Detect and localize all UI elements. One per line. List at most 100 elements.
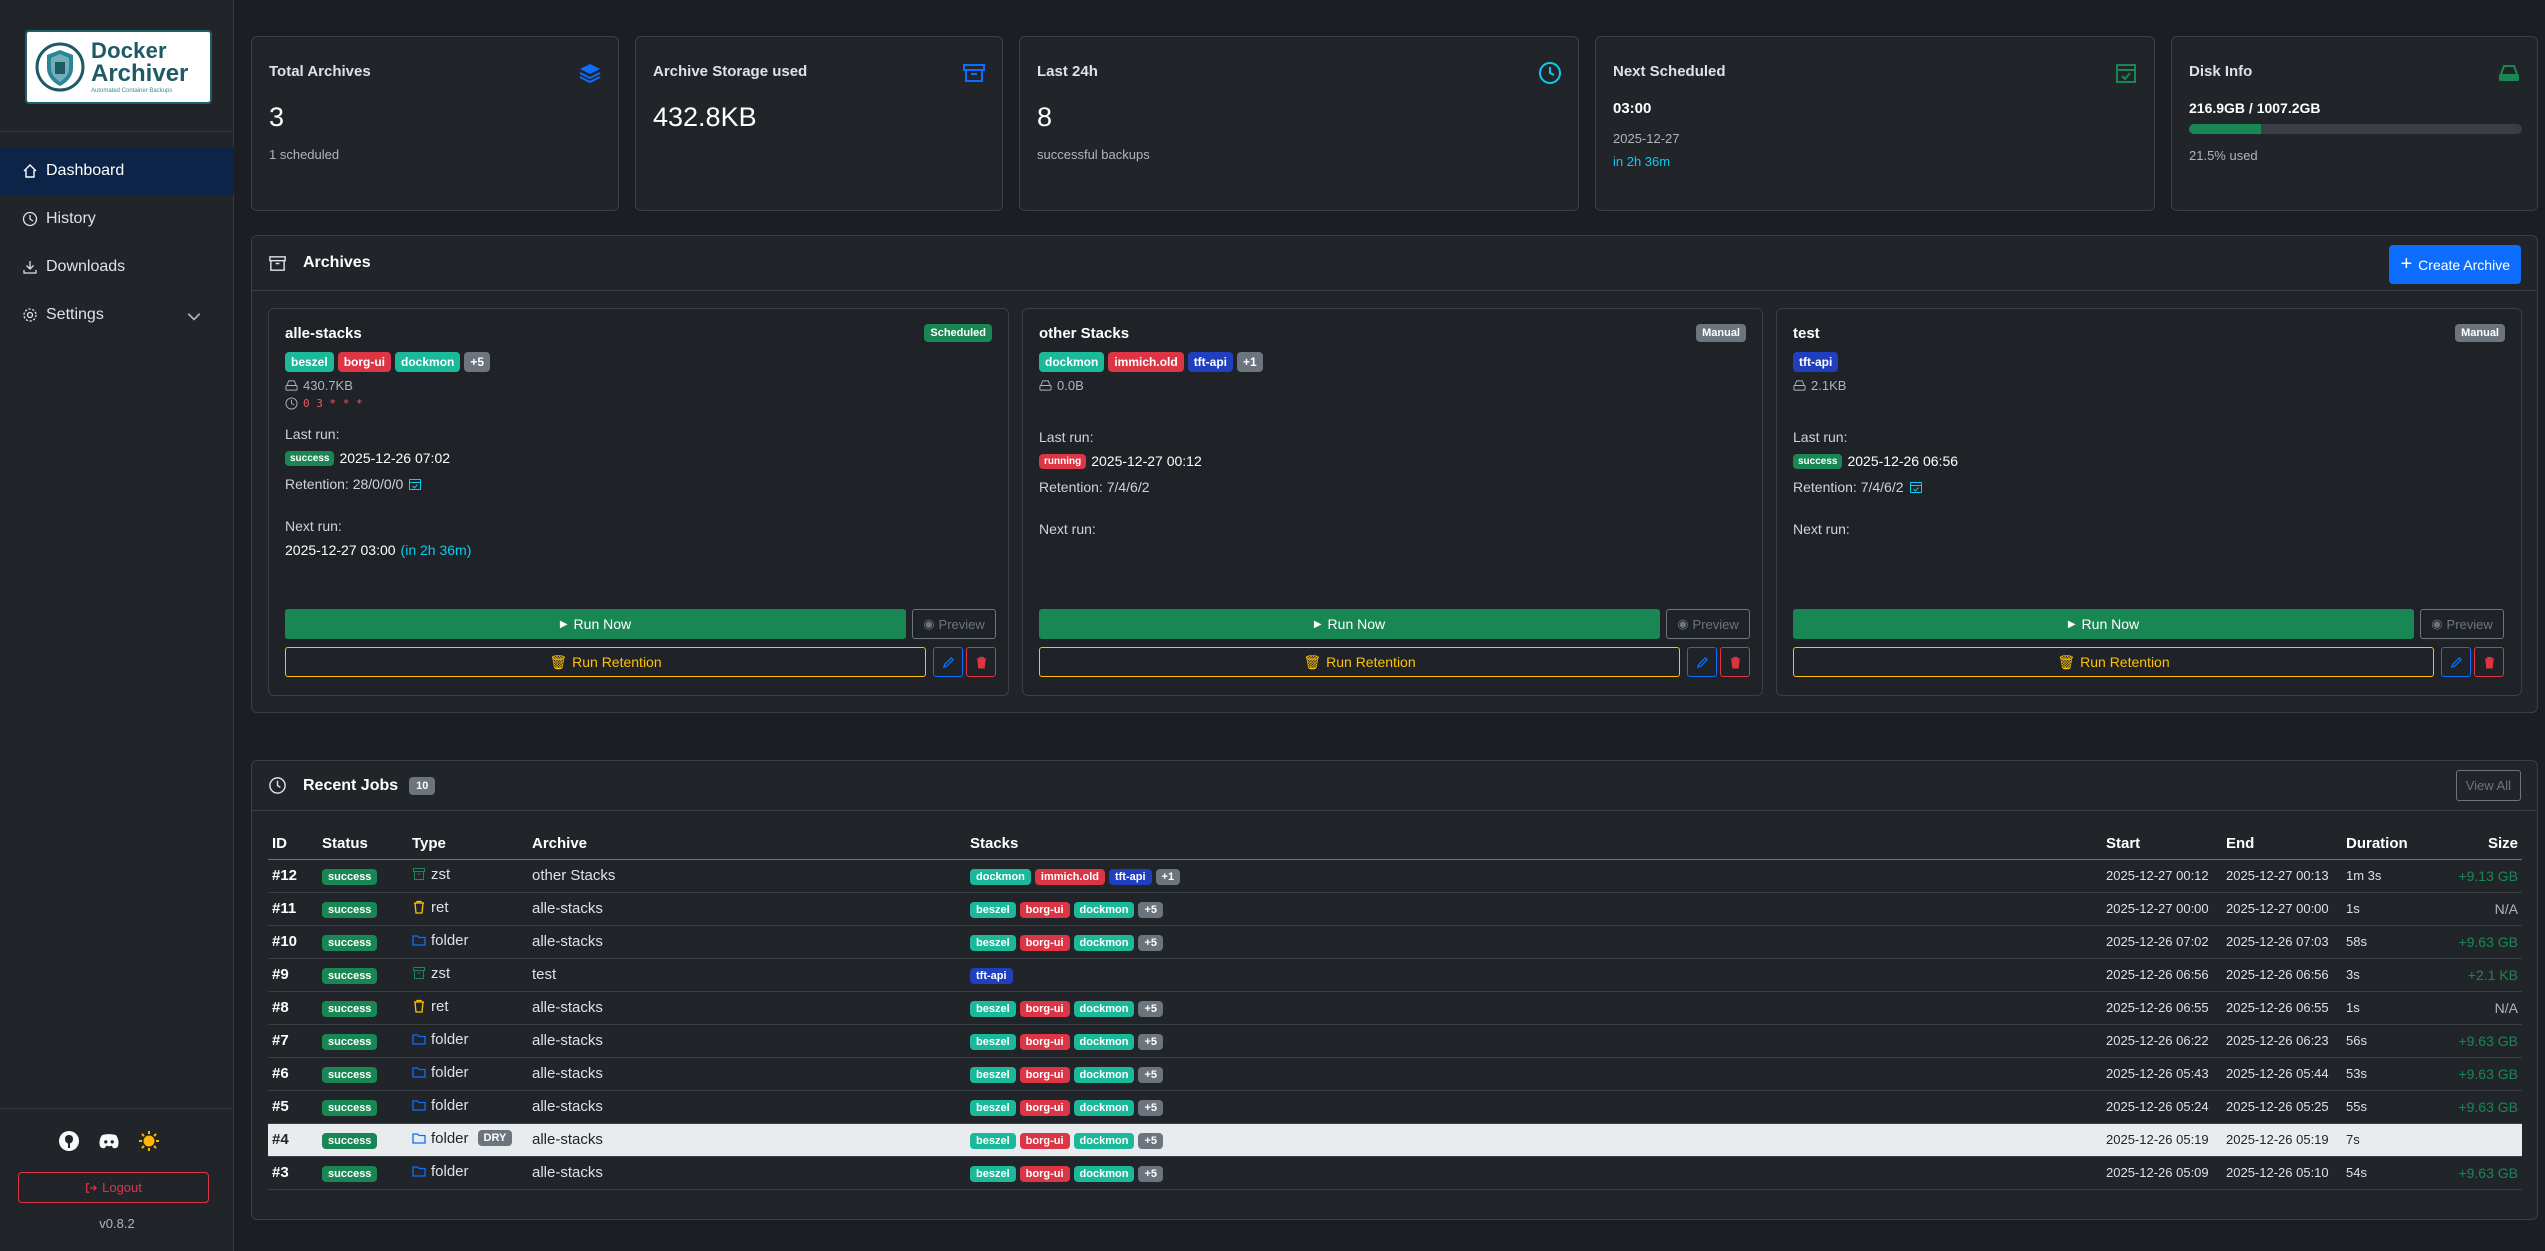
job-end: 2025-12-26 05:44 xyxy=(2222,1057,2342,1091)
job-id[interactable]: #8 xyxy=(268,991,318,1025)
retention-value: Retention: 7/4/6/2 xyxy=(1793,479,1904,495)
stack-tag: +5 xyxy=(1138,1000,1163,1017)
stack-tag: +1 xyxy=(1155,868,1181,885)
nav-label: Settings xyxy=(46,306,104,323)
stack-tag: borg-ui xyxy=(1019,1099,1070,1116)
delete-button[interactable] xyxy=(2474,647,2504,677)
job-type-cell: folder xyxy=(408,1090,528,1124)
stack-tag-more[interactable]: +5 xyxy=(464,352,491,372)
stat-note: successful backups xyxy=(1037,147,1150,162)
job-status-cell: success xyxy=(318,1090,408,1124)
preview-label: Preview xyxy=(1692,616,1739,632)
table-row[interactable]: #9 success zst test tft-api 2025-12-26 06:56 2… xyxy=(268,958,2522,992)
trash-icon xyxy=(976,656,986,669)
job-type-cell: folder xyxy=(408,1057,528,1091)
table-row[interactable]: #7 success folder alle-stacks beszel borg-ui d… xyxy=(268,1024,2522,1058)
create-archive-button[interactable]: + Create Archive xyxy=(2389,245,2521,284)
job-duration: 1s xyxy=(2342,892,2442,926)
table-row[interactable]: #10 success folder alle-stacks beszel borg-ui… xyxy=(268,925,2522,959)
run-retention-button[interactable]: 🗑 Run Retention xyxy=(285,647,926,677)
job-start: 2025-12-27 00:12 xyxy=(2102,859,2222,893)
job-stacks-cell: beszel borg-ui dockmon +5 xyxy=(966,925,2102,959)
stack-tag: tft-api xyxy=(1108,868,1152,885)
table-row[interactable]: #6 success folder alle-stacks beszel borg-ui d… xyxy=(268,1057,2522,1091)
folder-icon xyxy=(412,1034,426,1045)
recent-jobs-title: Recent Jobs xyxy=(303,776,399,794)
run-now-label: Run Now xyxy=(1327,616,1386,632)
job-archive: alle-stacks xyxy=(528,1123,966,1157)
last-run-time: 2025-12-26 06:56 xyxy=(1847,453,1959,469)
home-icon xyxy=(23,164,37,178)
chevron-down-icon[interactable] xyxy=(186,308,202,324)
job-duration: 7s xyxy=(2342,1123,2442,1157)
nav-item-dashboard[interactable]: Dashboard xyxy=(0,147,234,195)
stack-tag: borg-ui xyxy=(1019,901,1070,918)
table-row[interactable]: #8 success ret alle-stacks beszel borg-ui dock… xyxy=(268,991,2522,1025)
run-retention-button[interactable]: 🗑 Run Retention xyxy=(1793,647,2434,677)
table-row[interactable]: #5 success folder alle-stacks beszel borg-ui d… xyxy=(268,1090,2522,1124)
run-now-button[interactable]: ▶ Run Now xyxy=(285,609,906,639)
run-now-button[interactable]: ▶ Run Now xyxy=(1039,609,1660,639)
github-icon[interactable] xyxy=(58,1130,80,1152)
retention-line: Retention: 7/4/6/2 xyxy=(1039,479,1746,495)
run-now-button[interactable]: ▶ Run Now xyxy=(1793,609,2414,639)
job-type: folder xyxy=(431,1129,469,1147)
archive-size-line: 430.7KB xyxy=(285,378,992,393)
job-id[interactable]: #9 xyxy=(268,958,318,992)
edit-button[interactable] xyxy=(2441,647,2471,677)
job-id[interactable]: #6 xyxy=(268,1057,318,1091)
divider xyxy=(0,131,234,132)
stack-tag: dockmon xyxy=(970,868,1031,885)
discord-icon[interactable] xyxy=(98,1130,120,1152)
job-id[interactable]: #5 xyxy=(268,1090,318,1124)
job-end: 2025-12-26 05:25 xyxy=(2222,1090,2342,1124)
divider xyxy=(0,1108,234,1109)
table-row[interactable]: #3 success folder alle-stacks beszel borg-ui d… xyxy=(268,1156,2522,1190)
next-run-relative: (in 2h 36m) xyxy=(400,542,472,558)
edit-button[interactable] xyxy=(1687,647,1717,677)
schedule-badge: Manual xyxy=(1696,324,1746,342)
col-header: ID xyxy=(268,829,318,860)
last-run-label: Last run: xyxy=(1039,429,1094,445)
stack-tag-more[interactable]: +1 xyxy=(1237,352,1263,372)
nav-item-history[interactable]: History xyxy=(0,195,234,243)
job-id[interactable]: #4 xyxy=(268,1123,318,1157)
stat-value: 432.8KB xyxy=(653,102,757,132)
nav-item-downloads[interactable]: Downloads xyxy=(0,243,234,291)
stack-tag: +5 xyxy=(1138,1099,1163,1116)
job-start: 2025-12-26 05:24 xyxy=(2102,1090,2222,1124)
delete-button[interactable] xyxy=(966,647,996,677)
stack-tags: tft-api xyxy=(1793,352,2505,372)
run-retention-button[interactable]: 🗑 Run Retention xyxy=(1039,647,1680,677)
job-start: 2025-12-26 05:09 xyxy=(2102,1156,2222,1190)
nav-item-settings[interactable]: Settings xyxy=(0,291,234,339)
table-row[interactable]: #12 success zst other Stacks dockmon immich.o… xyxy=(268,859,2522,893)
table-row[interactable]: #11 success ret alle-stacks beszel borg-ui doc… xyxy=(268,892,2522,926)
delete-button[interactable] xyxy=(1720,647,1750,677)
preview-button[interactable]: ◉ Preview xyxy=(2420,609,2504,639)
job-id[interactable]: #7 xyxy=(268,1024,318,1058)
eye-icon: ◉ xyxy=(2431,616,2443,631)
job-id[interactable]: #11 xyxy=(268,892,318,926)
edit-button[interactable] xyxy=(933,647,963,677)
job-type-cell: zst xyxy=(408,859,528,893)
create-archive-label: Create Archive xyxy=(2418,256,2510,273)
job-type: folder xyxy=(431,1162,469,1180)
last-run: success 2025-12-26 07:02 xyxy=(285,450,992,466)
archives-title: Archives xyxy=(303,254,371,271)
logout-button[interactable]: Logout xyxy=(18,1172,209,1203)
view-all-button[interactable]: View All xyxy=(2455,770,2521,801)
last-run-time: 2025-12-27 00:12 xyxy=(1091,453,1202,469)
preview-button[interactable]: ◉ Preview xyxy=(1666,609,1750,639)
table-row[interactable]: #4 success folder DRY alle-stacks beszel borg-… xyxy=(268,1123,2522,1157)
job-status-cell: success xyxy=(318,1156,408,1190)
last-run-status: success xyxy=(285,450,335,466)
logo[interactable]: Docker Archiver Automated Container Back… xyxy=(25,30,212,104)
theme-toggle-sun-icon[interactable] xyxy=(138,1130,160,1152)
stack-tag: dockmon xyxy=(1073,1066,1135,1083)
stack-tag: +5 xyxy=(1138,934,1163,951)
job-id[interactable]: #3 xyxy=(268,1156,318,1190)
preview-button[interactable]: ◉ Preview xyxy=(912,609,996,639)
job-id[interactable]: #12 xyxy=(268,859,318,893)
job-id[interactable]: #10 xyxy=(268,925,318,959)
